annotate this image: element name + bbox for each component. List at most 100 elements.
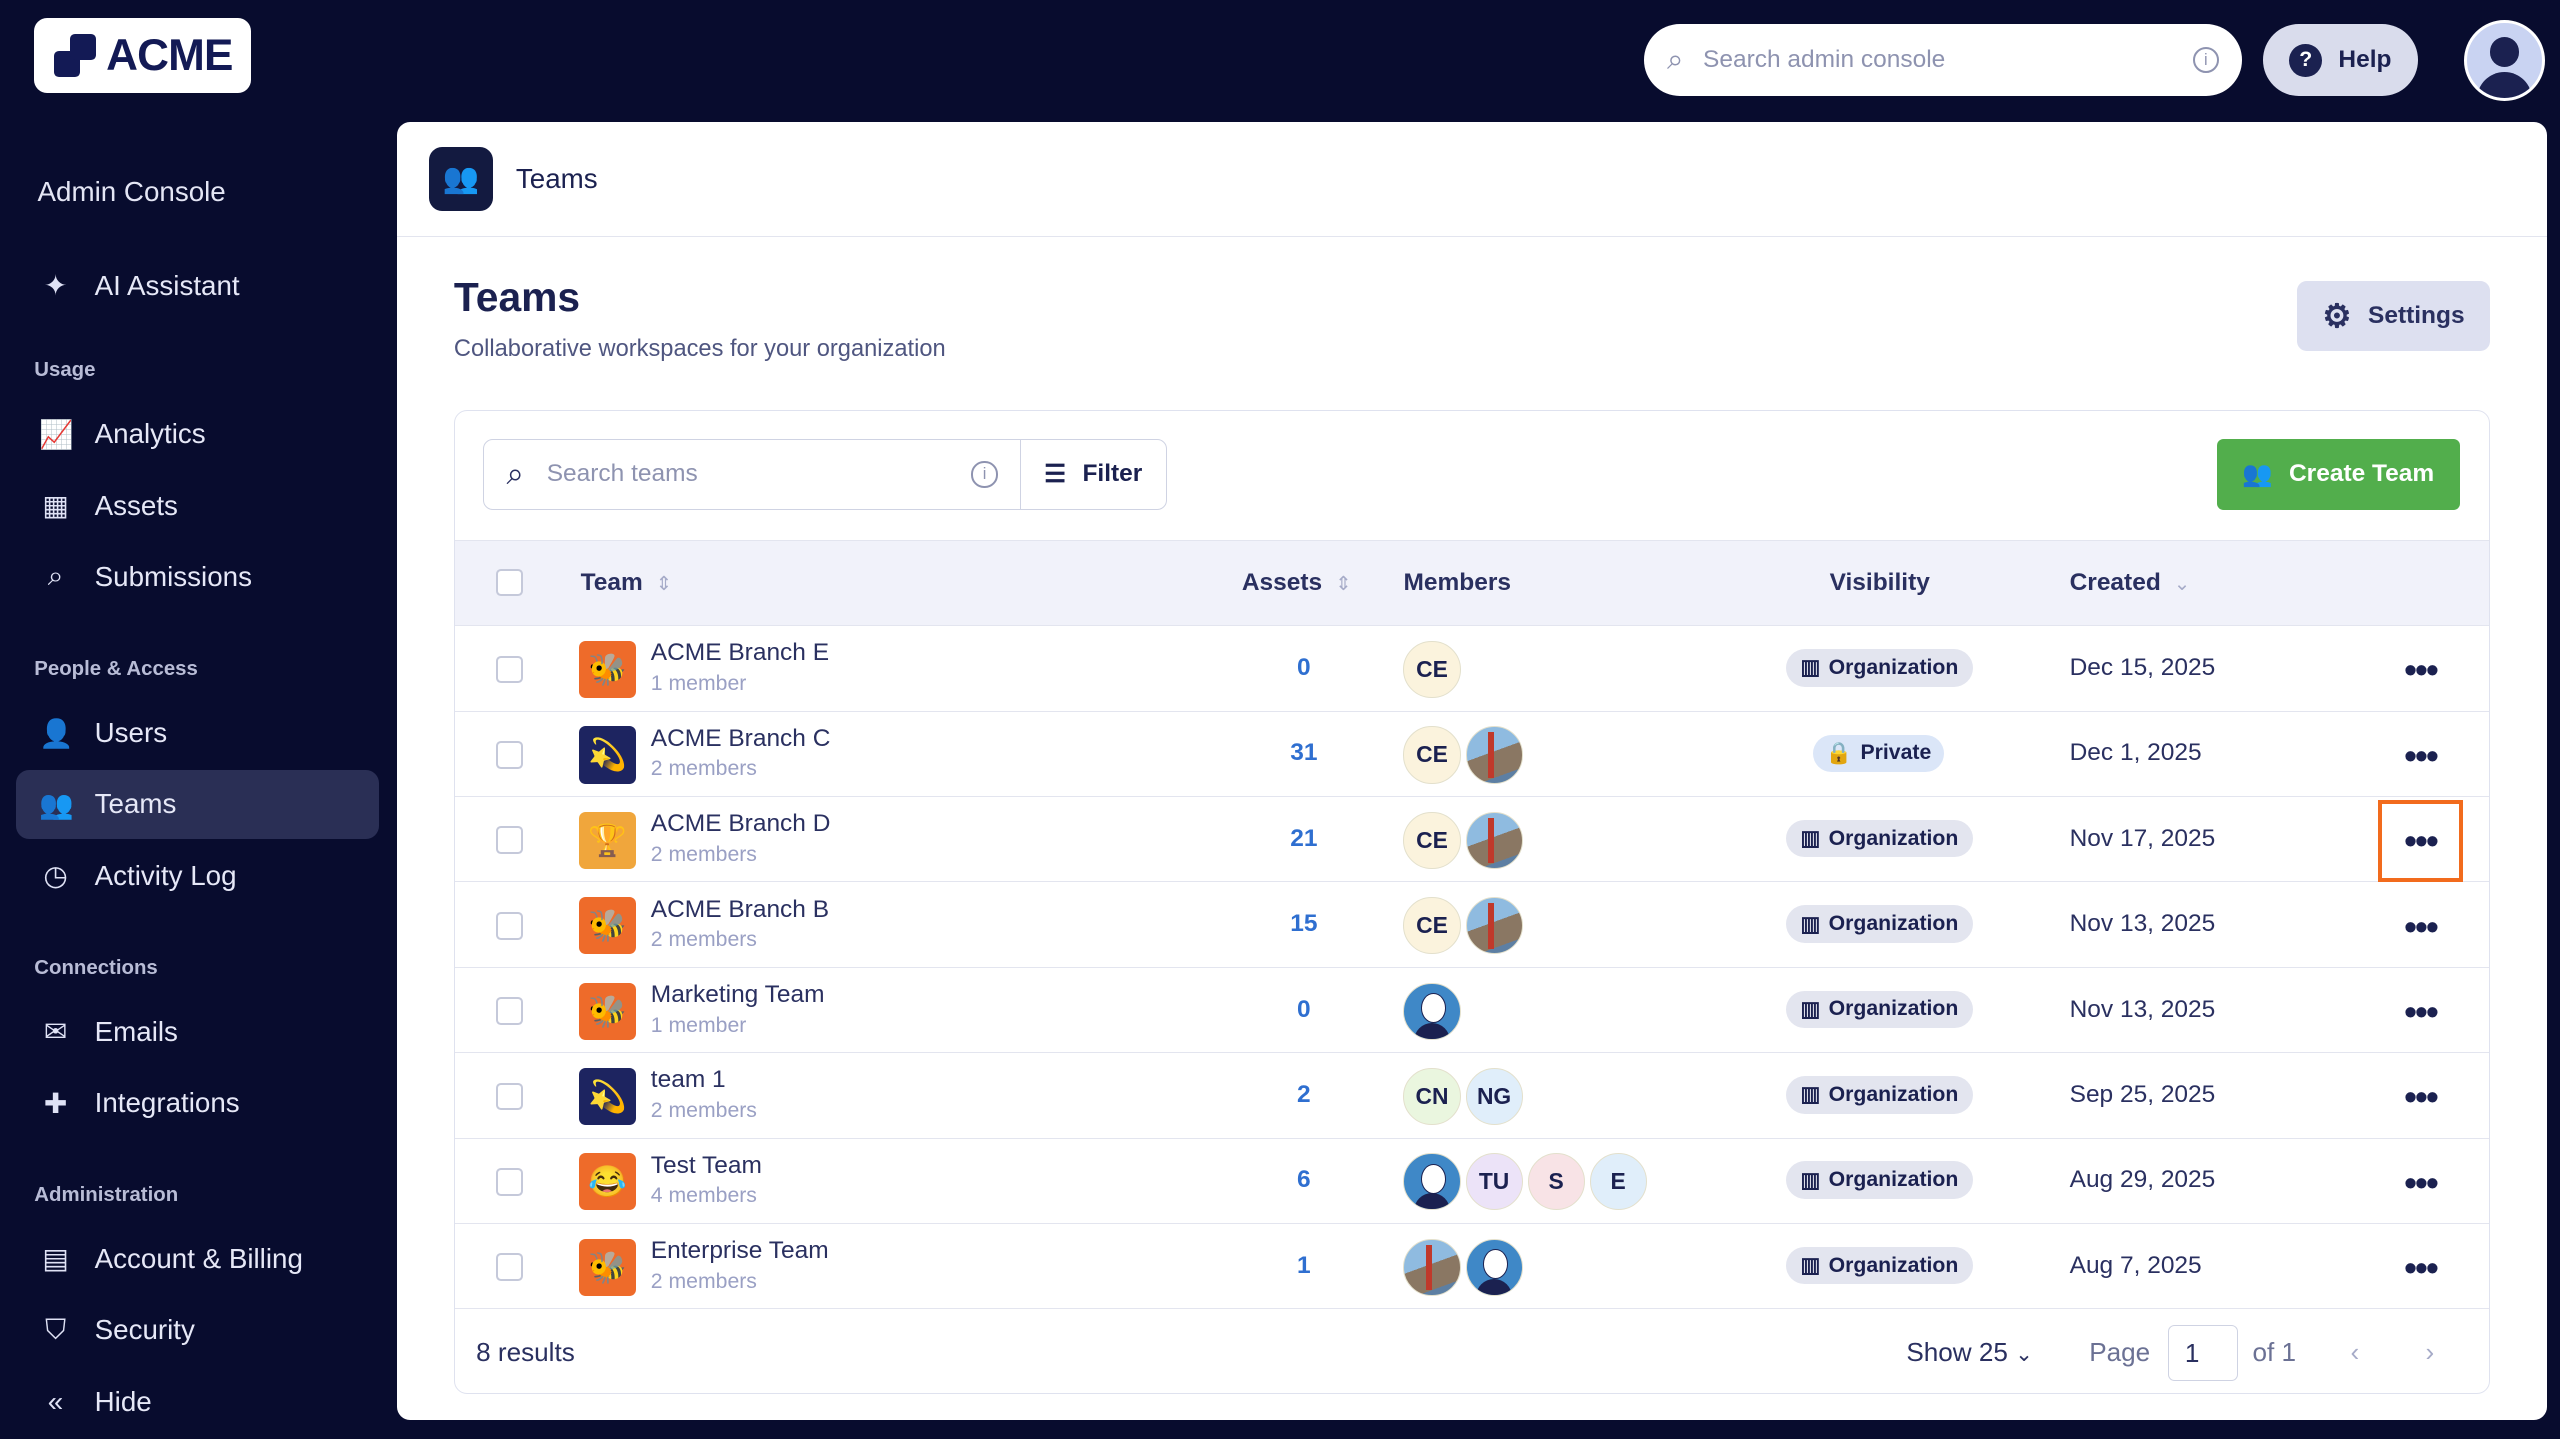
chevron-down-icon: ⌄ [2015,1343,2033,1367]
page-size-select[interactable]: Show 25 ⌄ [1906,1337,2033,1368]
page-title: Teams [453,274,581,321]
member-avatar-photo [1403,1153,1461,1211]
sidebar-section-label: People & Access [34,657,198,680]
puzzle-icon: ✚ [43,1087,68,1119]
visibility-badge: ▥ Organization [1785,1246,1974,1285]
prev-page-icon[interactable]: ‹ [2350,1337,2360,1368]
assets-count-link[interactable]: 0 [1297,654,1311,682]
team-name[interactable]: ACME Branch B [650,895,830,923]
team-name[interactable]: Marketing Team [650,980,825,1008]
row-checkbox[interactable] [495,826,524,855]
table-row[interactable]: 💫 ACME Branch C 2 members 31 CE 🔒 Private… [454,712,2489,798]
team-name[interactable]: Enterprise Team [650,1237,829,1265]
admin-search-input[interactable]: ⌕ Search admin console i [1644,24,2242,97]
assets-count-link[interactable]: 2 [1297,1080,1311,1108]
team-member-count: 4 members [650,1184,757,1208]
building-icon: ▥ [1800,1254,1821,1278]
sidebar-item-assets[interactable]: ▦ Assets [16,471,378,540]
row-checkbox[interactable] [495,1168,524,1196]
row-actions-menu-button[interactable]: ••• [2404,649,2438,691]
table-header: Team ⇕ Assets ⇕ Members Visibility Created… [454,539,2489,627]
sidebar-item-account-billing[interactable]: ▤ Account & Billing [16,1225,378,1294]
sidebar-item-users[interactable]: 👤 Users [39,717,168,749]
row-actions-menu-button[interactable]: ••• [2404,1076,2438,1118]
row-checkbox[interactable] [495,911,524,940]
assets-count-link[interactable]: 0 [1297,995,1311,1023]
visibility-badge: 🔒 Private [1813,734,1944,773]
user-avatar[interactable] [2463,19,2546,102]
team-name[interactable]: ACME Branch E [650,639,830,667]
row-actions-menu-button[interactable]: ••• [2404,1247,2438,1289]
assets-count-link[interactable]: 15 [1290,910,1318,938]
assets-count-link[interactable]: 21 [1290,824,1318,852]
assets-count-link[interactable]: 31 [1290,739,1318,767]
member-avatar: NG [1465,1067,1523,1126]
search-teams-input[interactable]: ⌕ Search teams i [482,438,1022,511]
row-checkbox[interactable] [495,997,524,1025]
sidebar-item-teams[interactable]: 👥 Teams [16,770,379,839]
sidebar-item-emails[interactable]: ✉ Emails [16,998,378,1067]
column-team[interactable]: Team ⇕ [580,568,673,596]
assets-count-link[interactable]: 1 [1297,1251,1311,1279]
create-team-label: Create Team [2289,460,2435,488]
create-team-button[interactable]: 👥 Create Team [2216,438,2460,511]
filter-button[interactable]: ☰ Filter [1019,438,1167,511]
column-created[interactable]: Created ⌄ [2069,568,2191,596]
page-number-input[interactable]: 1 [2167,1325,2238,1381]
sidebar-item-activity-log[interactable]: ◷ Activity Log [16,841,378,910]
team-name[interactable]: team 1 [650,1066,726,1094]
filter-icon: ☰ [1044,461,1067,489]
visibility-badge: ▥ Organization [1785,649,1974,687]
assets-count-link[interactable]: 6 [1297,1166,1311,1194]
page-subtitle: Collaborative workspaces for your organi… [453,336,946,363]
info-icon[interactable]: i [2192,47,2219,74]
visibility-badge: ▥ Organization [1785,1161,1974,1200]
sidebar-item-security[interactable]: ⛉ Security [16,1296,378,1365]
row-actions-menu-button[interactable]: ••• [2404,905,2438,947]
building-icon: ▥ [1800,912,1821,936]
visibility-badge: ▥ Organization [1785,990,1974,1029]
team-name[interactable]: ACME Branch D [650,810,831,838]
table-row[interactable]: 🐝 ACME Branch B 2 members 15 CE ▥ Organiz… [454,882,2489,968]
table-row[interactable]: 🐝 Enterprise Team 2 members 1 ▥ Organizat… [454,1224,2489,1310]
team-name[interactable]: ACME Branch C [650,724,831,752]
row-checkbox[interactable] [495,655,524,684]
team-avatar-icon: 🏆 [578,811,637,869]
acme-logo[interactable]: ACME [34,17,252,94]
help-button[interactable]: ? Help [2262,24,2419,97]
column-assets[interactable]: Assets ⇕ [1241,568,1352,596]
sidebar-item-integrations[interactable]: ✚ Integrations [16,1069,378,1138]
row-actions-menu-button[interactable]: ••• [2404,1161,2438,1203]
table-row[interactable]: 🐝 ACME Branch E 1 member 0 CE ▥ Organizat… [454,626,2489,712]
table-row[interactable]: 🏆 ACME Branch D 2 members 21 CE ▥ Organiz… [454,797,2489,883]
building-icon: ▥ [1800,1168,1821,1192]
select-all-checkbox[interactable] [495,568,524,597]
sort-icon: ⇕ [655,572,673,595]
row-checkbox[interactable] [495,1082,524,1111]
sidebar-item-submissions[interactable]: ⌕ Submissions [16,543,378,612]
filter-label: Filter [1082,460,1143,488]
team-name[interactable]: Test Team [650,1151,762,1179]
hide-sidebar-button[interactable]: «Hide [16,1368,378,1437]
sidebar-item-analytics[interactable]: 📈 Analytics [39,418,206,450]
members-avatars: CE [1403,811,1523,869]
table-row[interactable]: 🐝 Marketing Team 1 member 0 ▥ Organizatio… [454,968,2489,1054]
next-page-icon[interactable]: › [2425,1337,2435,1368]
member-avatar: TU [1465,1153,1523,1211]
settings-button[interactable]: ⚙ Settings [2297,280,2490,351]
admin-search-placeholder: Search admin console [1703,46,1946,74]
breadcrumb: Teams [515,163,598,195]
row-actions-menu-button[interactable]: ••• [2404,734,2438,776]
member-avatar: CN [1403,1067,1461,1126]
table-row[interactable]: 💫 team 1 2 members 2 CN NG ▥ Organization … [454,1053,2489,1139]
table-row[interactable]: 😂 Test Team 4 members 6 TU S E ▥ Organizati… [454,1139,2489,1224]
team-avatar-icon: 🐝 [578,640,637,699]
row-checkbox[interactable] [495,741,524,769]
member-avatar-photo [1403,1238,1461,1296]
row-actions-menu-button[interactable]: ••• [2378,800,2464,882]
row-actions-menu-button[interactable]: ••• [2404,990,2438,1032]
main-panel: 👥 Teams Teams Collaborative workspaces f… [396,122,2547,1421]
sidebar-item-ai-assistant[interactable]: ✦ AI Assistant [16,251,378,320]
info-icon[interactable]: i [971,461,998,488]
row-checkbox[interactable] [495,1253,524,1282]
